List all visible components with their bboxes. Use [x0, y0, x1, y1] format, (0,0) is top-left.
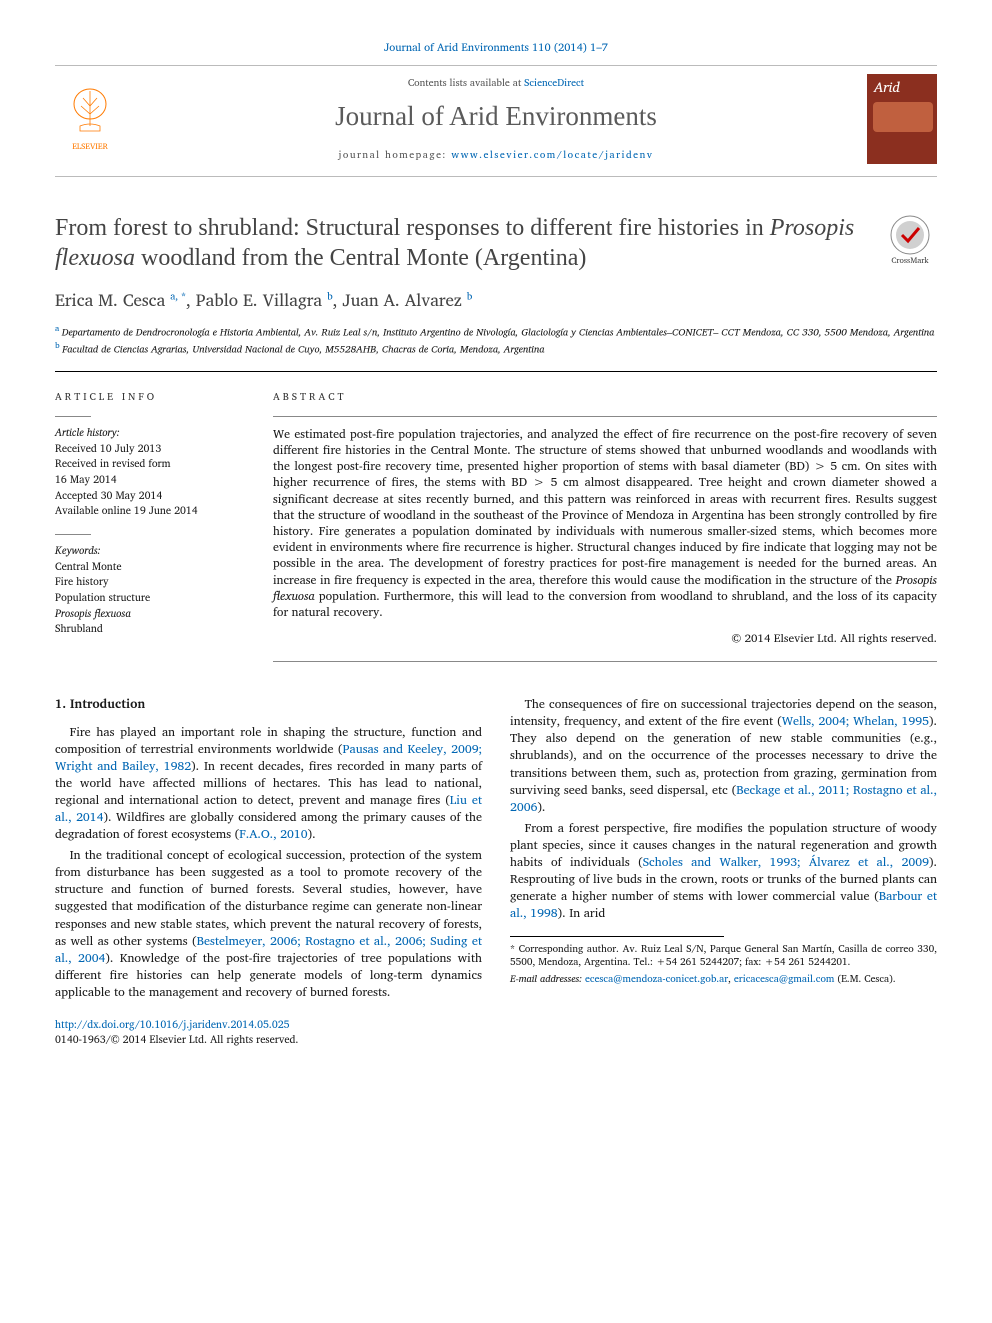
journal-title: Journal of Arid Environments — [143, 98, 849, 136]
history-line: Received 10 July 2013 — [55, 441, 245, 456]
elsevier-logo[interactable]: ELSEVIER — [55, 80, 125, 158]
email-link-2[interactable]: ericacesca@gmail.com — [734, 971, 834, 987]
email-link-1[interactable]: ecesca@mendoza-conicet.gob.ar — [585, 971, 728, 987]
history-heading: Article history: — [55, 425, 245, 440]
abstract-column: ABSTRACT We estimated post-fire populati… — [273, 390, 937, 662]
author-name: Erica M. Cesca — [55, 287, 170, 314]
sciencedirect-link[interactable]: ScienceDirect — [524, 75, 584, 91]
article-info-heading: ARTICLE INFO — [55, 390, 245, 404]
author-affil-sup: b — [467, 289, 473, 305]
copyright-line: © 2014 Elsevier Ltd. All rights reserved… — [273, 631, 937, 647]
cover-title: Arid — [874, 78, 900, 98]
email-tail: (E.M. Cesca). — [834, 971, 895, 987]
divider-rule — [55, 371, 937, 372]
body-paragraph: In the traditional concept of ecological… — [55, 847, 482, 1001]
author-affil-sup: a, * — [170, 289, 186, 305]
body-paragraph: From a forest perspective, fire modifies… — [510, 820, 937, 922]
homepage-link[interactable]: www.elsevier.com/locate/jaridenv — [451, 147, 653, 163]
homepage-line: journal homepage: www.elsevier.com/locat… — [143, 148, 849, 162]
affiliations: a Departamento de Dendrocronología e His… — [55, 323, 937, 357]
crossmark-badge[interactable]: CrossMark — [883, 213, 937, 267]
keywords-heading: Keywords: — [55, 543, 245, 558]
affiliation-sup: a — [55, 321, 62, 335]
affiliation-line: b Facultad de Ciencias Agrarias, Univers… — [55, 340, 937, 357]
elsevier-label: ELSEVIER — [72, 141, 108, 152]
keyword-line: Shrubland — [55, 621, 245, 636]
body-text: ). — [537, 797, 545, 817]
affiliation-sup: b — [55, 338, 62, 352]
abstract-pre: We estimated post-fire population trajec… — [273, 425, 937, 590]
body-paragraph: Fire has played an important role in sha… — [55, 724, 482, 844]
history-block: Article history: Received 10 July 2013Re… — [55, 425, 245, 518]
email-label: E-mail addresses: — [510, 971, 582, 987]
journal-reference: Journal of Arid Environments 110 (2014) … — [55, 40, 937, 55]
abstract-text: We estimated post-fire population trajec… — [273, 427, 937, 621]
keyword-line: Prosopis flexuosa — [55, 606, 245, 621]
history-line: Received in revised form — [55, 456, 245, 471]
author-name: Pablo E. Villagra — [196, 287, 327, 314]
body-columns: 1. Introduction Fire has played an impor… — [55, 696, 937, 1001]
footnote-rule — [510, 936, 724, 937]
homepage-prefix: journal homepage: — [338, 147, 451, 163]
abstract-rule — [273, 416, 937, 417]
history-line: Accepted 30 May 2014 — [55, 488, 245, 503]
info-subrule — [55, 534, 91, 535]
corresponding-author-footnote: * Corresponding author. Av. Ruiz Leal S/… — [510, 943, 937, 969]
page-footer: http://dx.doi.org/10.1016/j.jaridenv.201… — [55, 1017, 937, 1046]
abstract-heading: ABSTRACT — [273, 390, 937, 404]
elsevier-tree-icon — [65, 86, 115, 141]
issn-copyright: 0140-1963/© 2014 Elsevier Ltd. All right… — [55, 1030, 298, 1048]
history-line: 16 May 2014 — [55, 472, 245, 487]
info-abstract-row: ARTICLE INFO Article history: Received 1… — [55, 390, 937, 662]
citation-link[interactable]: F.A.O., 2010 — [239, 824, 307, 844]
article-title: From forest to shrubland: Structural res… — [55, 213, 863, 273]
body-text: ). In arid — [558, 903, 606, 923]
affiliation-line: a Departamento de Dendrocronología e His… — [55, 323, 937, 340]
abstract-post: population. Furthermore, this will lead … — [273, 587, 937, 622]
history-line: Available online 19 June 2014 — [55, 503, 245, 518]
journal-cover-thumbnail[interactable]: Arid — [867, 74, 937, 164]
email-footnote: E-mail addresses: ecesca@mendoza-conicet… — [510, 973, 937, 986]
body-paragraph: The consequences of fire on successional… — [510, 696, 937, 816]
banner-center: Contents lists available at ScienceDirec… — [143, 76, 849, 162]
footnotes: * Corresponding author. Av. Ruiz Leal S/… — [510, 943, 937, 986]
section-1-heading: 1. Introduction — [55, 696, 482, 714]
cover-map-icon — [873, 102, 933, 132]
author-name: Juan A. Alvarez — [342, 287, 466, 314]
author-affil-sup: b — [327, 289, 333, 305]
contents-line: Contents lists available at ScienceDirec… — [143, 76, 849, 90]
article-info-column: ARTICLE INFO Article history: Received 1… — [55, 390, 245, 662]
info-subrule — [55, 416, 91, 417]
header-banner: ELSEVIER Contents lists available at Sci… — [55, 65, 937, 177]
title-text-pre: From forest to shrubland: Structural res… — [55, 215, 770, 241]
title-block: From forest to shrubland: Structural res… — [55, 213, 937, 273]
keyword-line: Fire history — [55, 574, 245, 589]
keywords-block: Keywords: Central MonteFire historyPopul… — [55, 543, 245, 636]
authors-line: Erica M. Cesca a, *, Pablo E. Villagra b… — [55, 289, 937, 313]
title-text-post: woodland from the Central Monte (Argenti… — [135, 245, 586, 271]
page-root: Journal of Arid Environments 110 (2014) … — [0, 0, 992, 1076]
body-text: ). — [308, 824, 316, 844]
abstract-end-rule — [273, 661, 937, 662]
body-text: ). Knowledge of the post-fire trajectori… — [55, 948, 482, 1002]
keyword-line: Central Monte — [55, 559, 245, 574]
crossmark-label: CrossMark — [891, 253, 929, 267]
keyword-line: Population structure — [55, 590, 245, 605]
contents-prefix: Contents lists available at — [408, 75, 524, 91]
